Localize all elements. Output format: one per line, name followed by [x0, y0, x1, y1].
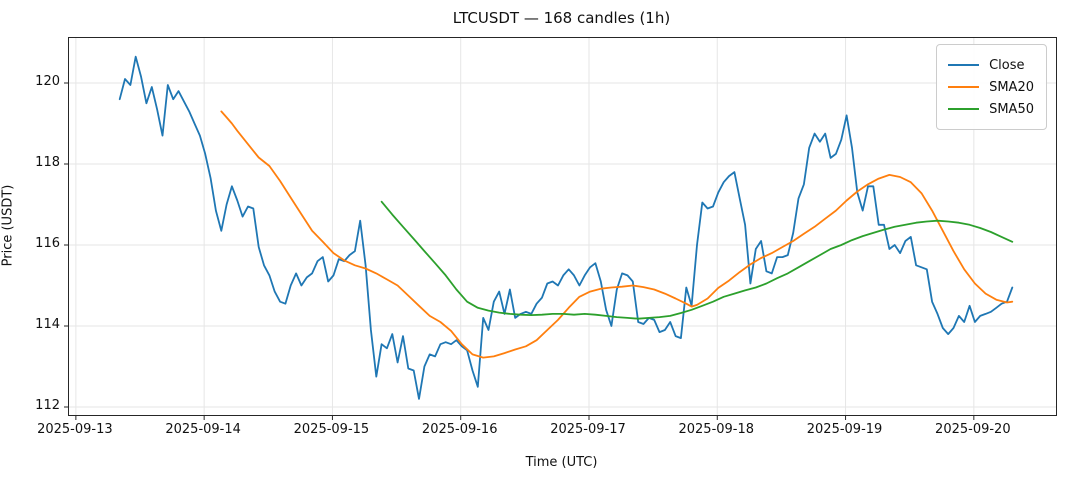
legend-label: SMA50 — [989, 101, 1034, 117]
x-tick-label: 2025-09-14 — [165, 422, 241, 437]
series-line-sma20 — [220, 110, 1014, 359]
series-line-close — [118, 55, 1014, 400]
x-tick-label: 2025-09-16 — [421, 422, 498, 437]
y-axis-label: Price (USDT) — [0, 184, 16, 267]
chart-svg — [64, 38, 1056, 420]
x-tick-label: 2025-09-15 — [293, 422, 370, 437]
legend: Close SMA20 SMA50 — [936, 44, 1047, 130]
legend-item-sma50: SMA50 — [948, 98, 1034, 120]
x-tick-label: 2025-09-18 — [678, 422, 755, 437]
plot-area — [64, 37, 1057, 420]
series-line-sma50 — [380, 200, 1014, 320]
legend-swatch-sma20 — [948, 86, 980, 88]
x-tick-label: 2025-09-20 — [935, 422, 1011, 437]
legend-swatch-close — [948, 64, 980, 66]
y-tick-label: 112 — [35, 398, 60, 413]
y-tick-label: 120 — [35, 74, 60, 89]
chart-title: LTCUSDT — 168 candles (1h) — [452, 9, 671, 27]
legend-swatch-sma50 — [948, 108, 980, 110]
x-tick-label: 2025-09-17 — [550, 422, 626, 437]
legend-item-close: Close — [948, 54, 1034, 76]
legend-label: SMA20 — [989, 79, 1034, 95]
y-tick-label: 118 — [35, 155, 60, 170]
y-tick-label: 116 — [35, 236, 60, 251]
legend-item-sma20: SMA20 — [948, 76, 1034, 98]
x-tick-label: 2025-09-13 — [37, 422, 113, 437]
legend-label: Close — [989, 57, 1025, 73]
y-tick-label: 114 — [35, 317, 60, 332]
x-axis-label: Time (UTC) — [525, 455, 598, 470]
x-tick-label: 2025-09-19 — [806, 422, 883, 437]
